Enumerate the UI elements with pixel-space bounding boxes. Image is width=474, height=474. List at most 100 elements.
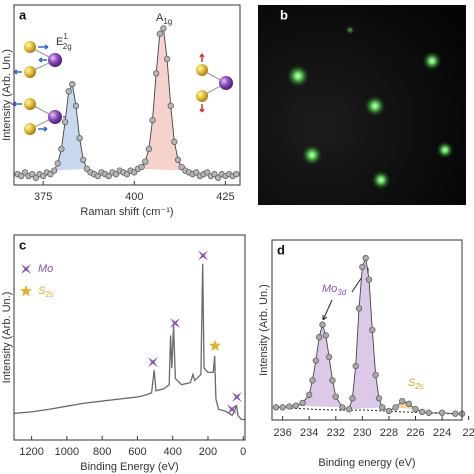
data-point — [306, 391, 313, 398]
peak-fill — [295, 324, 343, 408]
data-point — [174, 156, 182, 163]
data-point — [72, 102, 80, 109]
data-point — [349, 395, 356, 402]
data-point — [160, 25, 167, 32]
data-point — [54, 160, 61, 167]
x-tick-label: 226 — [406, 427, 424, 439]
data-point — [405, 400, 413, 407]
data-point — [425, 409, 432, 416]
panel-label: c — [19, 237, 26, 252]
data-point — [299, 399, 306, 407]
label-sub: 2s — [44, 290, 53, 299]
spectrum-line — [13, 263, 245, 421]
y-axis-label: Intensity (Arb. Un.) — [1, 49, 13, 141]
plot-frame — [271, 239, 463, 421]
data-point — [167, 102, 174, 109]
data-point — [369, 326, 376, 334]
data-point — [412, 406, 419, 413]
x-tick-label: 234 — [300, 427, 318, 439]
label-base: S — [408, 377, 416, 389]
data-point — [362, 254, 369, 262]
legend-marker — [21, 264, 31, 274]
data-point — [292, 402, 300, 409]
data-point — [339, 404, 346, 411]
data-point — [312, 357, 319, 364]
label-sub: 3d — [337, 288, 346, 297]
diffraction-image — [258, 5, 466, 205]
data-point — [233, 171, 240, 178]
y-axis-label: Intensity (Arb. Un.) — [1, 292, 13, 384]
label-sub: 2g — [63, 42, 72, 51]
x-tick-label: 200 — [199, 446, 217, 458]
data-point — [379, 404, 386, 411]
data-point — [50, 167, 58, 174]
peak-marker — [226, 404, 237, 415]
x-tick-label: 224 — [433, 427, 451, 439]
panel-label: d — [277, 242, 285, 257]
x-tick-label: 0 — [240, 446, 246, 458]
label-base: Mo — [322, 283, 337, 295]
data-point — [316, 334, 323, 341]
label: Mo — [38, 263, 53, 275]
data-point — [272, 404, 280, 411]
peak-fill — [137, 28, 186, 171]
data-point — [319, 321, 326, 328]
data-point — [76, 135, 83, 142]
data-point — [145, 145, 153, 153]
data-point — [286, 403, 293, 410]
peak-fill — [349, 258, 383, 410]
x-axis-label: Binding energy (eV) — [318, 457, 415, 469]
data-point — [142, 158, 149, 165]
legend-marker — [20, 285, 32, 297]
x-tick-label: 232 — [327, 427, 345, 439]
x-axis-label: Raman shift (cm⁻¹) — [80, 206, 173, 218]
data-point — [325, 353, 333, 361]
data-point — [149, 117, 156, 124]
data-point — [365, 276, 373, 283]
panel-label: b — [280, 7, 288, 22]
data-point — [418, 408, 426, 416]
panel-label: a — [19, 7, 27, 22]
data-point — [309, 377, 316, 384]
data-point — [345, 406, 353, 413]
x-tick-label: 228 — [380, 427, 398, 439]
data-point — [359, 263, 366, 271]
data-point — [80, 156, 87, 163]
data-point — [352, 362, 359, 370]
peak-marker — [231, 391, 242, 402]
peak-marker — [209, 339, 222, 351]
x-tick-label: 375 — [34, 191, 52, 203]
label-base: Mo — [38, 263, 53, 275]
peak-marker — [198, 250, 209, 261]
data-point — [58, 145, 65, 153]
data-point — [385, 407, 393, 415]
data-point — [375, 395, 383, 402]
plot-frame — [13, 234, 246, 441]
molecule-inset — [12, 41, 233, 135]
spectrum-line — [17, 27, 237, 179]
label-sub: 1g — [163, 17, 172, 26]
data-point — [372, 371, 379, 379]
data-point — [156, 30, 163, 37]
data-point — [332, 393, 339, 400]
data-point — [322, 332, 329, 339]
x-axis-label: Binding Energy (eV) — [80, 461, 178, 473]
data-point — [329, 377, 336, 384]
peak-marker — [169, 318, 180, 329]
data-point — [279, 404, 286, 411]
x-tick-label: 800 — [93, 446, 111, 458]
label-base: A — [156, 12, 164, 24]
label: E1 2g — [56, 32, 72, 51]
label: S2s — [408, 377, 424, 391]
arrow — [322, 267, 369, 321]
peak-marker — [147, 357, 158, 368]
label: Mo3d — [322, 283, 347, 297]
x-tick-label: 400 — [125, 191, 143, 203]
x-tick-label: 400 — [164, 446, 182, 458]
data-point — [138, 163, 145, 171]
x-tick-label: 425 — [216, 191, 234, 203]
label-sup: 1 — [63, 32, 68, 41]
data-point — [163, 55, 171, 63]
label-base: S — [38, 285, 46, 297]
